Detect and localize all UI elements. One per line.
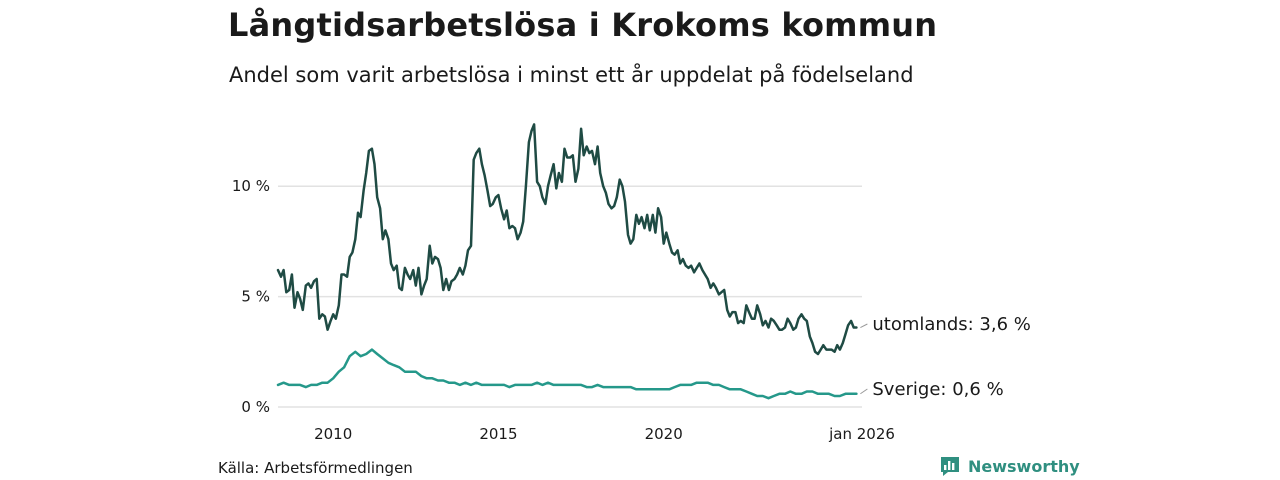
brand-name: Newsworthy [968,456,1080,476]
x-tick-label: 2020 [645,425,683,443]
grid-layer [278,185,862,408]
end-label-connector [860,388,868,395]
series-line-sverige [276,348,858,400]
brand-logo[interactable]: Newsworthy [939,455,1080,477]
series-line-utomlands [276,123,858,356]
source-note: Källa: Arbetsförmedlingen [218,459,413,477]
bar-chart-bubble-icon [941,457,959,476]
y-tick-label: 5 % [241,288,270,306]
y-tick-label: 10 % [232,177,270,195]
series-layer [276,123,858,400]
end-label-sverige: Sverige: 0,6 % [872,379,1003,400]
chart-subtitle: Andel som varit arbetslösa i minst ett å… [229,63,914,87]
end-label-utomlands: utomlands: 3,6 % [872,314,1030,335]
x-tick-label: 2010 [314,425,352,443]
y-tick-label: 0 % [241,398,270,416]
x-tick-label: jan 2026 [828,425,895,443]
chart-title: Långtidsarbetslösa i Krokoms kommun [228,6,938,44]
x-tick-label: 2015 [479,425,517,443]
label-layer: 0 % 5 % 10 % 2010 2015 2020 jan 2026 utomlands:… [232,177,1031,443]
end-label-connector [860,323,868,328]
